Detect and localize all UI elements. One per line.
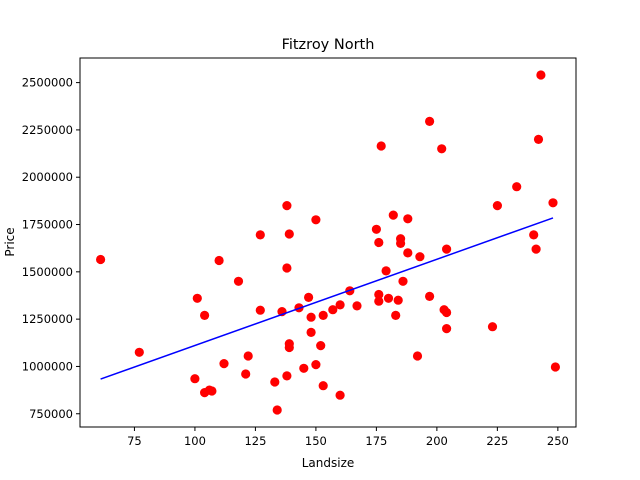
y-axis-label: Price — [3, 227, 17, 256]
data-point — [200, 310, 210, 320]
data-point — [243, 351, 253, 361]
data-point — [241, 369, 251, 379]
data-point — [306, 312, 316, 322]
data-point — [415, 252, 425, 262]
data-point — [134, 347, 144, 357]
data-point — [335, 300, 345, 310]
plot-marks — [96, 70, 561, 415]
y-axis-ticks: 750000 1000000 1250000 1500000 1750000 200000… — [22, 76, 80, 421]
y-tick-label: 1250000 — [22, 312, 73, 326]
data-point — [282, 263, 292, 273]
data-point — [381, 266, 391, 276]
data-point — [425, 116, 435, 126]
data-point — [396, 238, 406, 248]
data-point — [548, 198, 558, 208]
data-point — [533, 134, 544, 144]
data-point — [284, 342, 294, 353]
data-point — [192, 293, 202, 303]
data-point — [318, 310, 328, 320]
chart-title: Fitzroy North — [282, 37, 375, 53]
data-point — [550, 362, 561, 372]
x-axis-ticks: 75 100 125 150 175 200 225 250 — [127, 427, 569, 448]
data-point — [352, 301, 362, 311]
y-tick-label: 750000 — [29, 407, 73, 421]
data-point — [328, 305, 338, 315]
data-point — [391, 310, 401, 320]
y-tick-label: 2500000 — [22, 76, 73, 90]
data-point — [536, 70, 546, 80]
plot-frame — [79, 57, 577, 428]
data-point — [282, 201, 292, 211]
data-point — [214, 255, 224, 266]
data-point — [398, 276, 408, 286]
data-point — [374, 296, 384, 306]
data-point — [233, 276, 244, 286]
x-tick-label: 250 — [547, 434, 569, 448]
trend-line — [100, 217, 554, 380]
data-point — [442, 244, 452, 254]
data-point — [412, 351, 423, 361]
data-point — [299, 363, 309, 373]
x-tick-label: 200 — [426, 434, 448, 448]
data-point — [255, 305, 265, 315]
x-tick-label: 225 — [486, 434, 508, 448]
y-tick-label: 1500000 — [22, 265, 73, 279]
data-point — [425, 291, 435, 301]
data-point — [311, 215, 321, 225]
data-point — [442, 307, 452, 318]
data-point — [304, 292, 314, 302]
data-point — [272, 405, 282, 415]
x-tick-label: 175 — [365, 434, 387, 448]
data-point — [306, 327, 316, 337]
data-point — [388, 210, 398, 220]
data-point — [318, 381, 328, 391]
data-point — [311, 360, 321, 370]
x-tick-label: 150 — [305, 434, 327, 448]
y-tick-label: 1750000 — [22, 218, 73, 232]
data-point — [529, 230, 539, 240]
data-point — [284, 229, 294, 239]
data-point — [512, 182, 522, 192]
data-point — [207, 386, 217, 396]
data-point — [270, 377, 280, 387]
data-point — [403, 248, 413, 258]
data-point — [335, 390, 345, 400]
y-tick-label: 2250000 — [22, 123, 73, 137]
x-tick-label: 75 — [127, 434, 142, 448]
data-point — [487, 322, 498, 332]
x-tick-label: 100 — [184, 434, 206, 448]
data-point — [531, 244, 541, 254]
y-tick-label: 1000000 — [22, 359, 73, 373]
data-point — [96, 254, 106, 265]
data-point — [374, 289, 384, 300]
x-tick-label: 125 — [244, 434, 266, 448]
data-point — [190, 374, 200, 384]
y-tick-label: 2000000 — [22, 170, 73, 184]
data-point — [393, 295, 403, 305]
data-point — [383, 293, 394, 303]
data-point — [437, 144, 447, 154]
x-axis-label: Landsize — [302, 456, 355, 470]
data-point — [371, 224, 381, 234]
data-point — [403, 214, 413, 224]
data-point — [316, 341, 326, 351]
data-point — [442, 324, 452, 334]
data-point — [219, 359, 229, 369]
data-point — [376, 141, 386, 151]
data-point — [282, 371, 292, 381]
data-point — [374, 237, 384, 248]
data-point — [255, 230, 265, 240]
data-point — [492, 201, 502, 211]
